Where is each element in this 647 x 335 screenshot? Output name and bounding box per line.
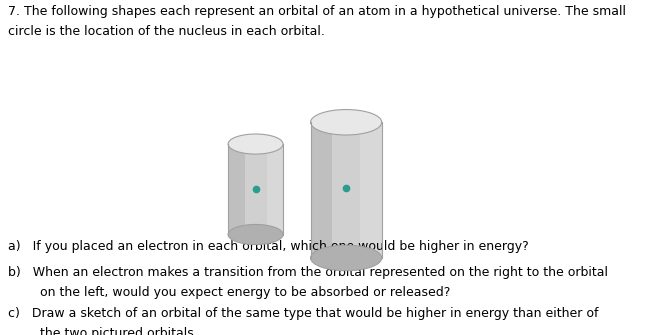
Polygon shape [311, 122, 382, 258]
Ellipse shape [228, 134, 283, 154]
Text: circle is the location of the nucleus in each orbital.: circle is the location of the nucleus in… [8, 25, 325, 38]
Polygon shape [228, 144, 245, 234]
Polygon shape [228, 144, 283, 234]
Text: a)   If you placed an electron in each orbital, which one would be higher in ene: a) If you placed an electron in each orb… [8, 240, 529, 253]
Polygon shape [360, 122, 382, 258]
Text: 7. The following shapes each represent an orbital of an atom in a hypothetical u: 7. The following shapes each represent a… [8, 5, 626, 18]
Ellipse shape [311, 245, 382, 271]
Polygon shape [267, 144, 283, 234]
Text: c)   Draw a sketch of an orbital of the same type that would be higher in energy: c) Draw a sketch of an orbital of the sa… [8, 307, 598, 320]
Text: b)   When an electron makes a transition from the orbital represented on the rig: b) When an electron makes a transition f… [8, 266, 608, 279]
Text: on the left, would you expect energy to be absorbed or released?: on the left, would you expect energy to … [8, 286, 450, 299]
Ellipse shape [311, 110, 382, 135]
Ellipse shape [228, 224, 283, 245]
Text: the two pictured orbitals.: the two pictured orbitals. [8, 327, 197, 335]
Polygon shape [311, 122, 332, 258]
